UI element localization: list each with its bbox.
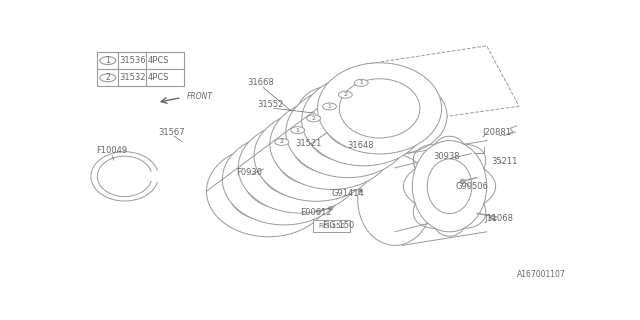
Text: G90506: G90506 — [456, 182, 488, 191]
Text: 31648: 31648 — [347, 141, 374, 150]
Ellipse shape — [343, 78, 447, 154]
Ellipse shape — [297, 86, 369, 139]
Text: E00612: E00612 — [300, 208, 332, 217]
Text: 30938: 30938 — [434, 152, 460, 161]
Text: J11068: J11068 — [484, 214, 514, 223]
Text: 2: 2 — [312, 116, 316, 121]
Text: F0930: F0930 — [236, 168, 262, 177]
Text: 31532: 31532 — [120, 73, 146, 82]
Ellipse shape — [301, 75, 426, 166]
Circle shape — [323, 103, 337, 110]
Ellipse shape — [412, 141, 486, 232]
Text: 31668: 31668 — [248, 78, 275, 87]
Circle shape — [339, 91, 352, 98]
Ellipse shape — [284, 113, 305, 129]
Ellipse shape — [270, 98, 394, 189]
Text: 31567: 31567 — [159, 128, 185, 137]
Text: 1: 1 — [106, 56, 110, 65]
Circle shape — [307, 115, 321, 122]
Text: 35211: 35211 — [491, 157, 517, 166]
Text: 2: 2 — [280, 140, 284, 144]
Text: FIG.150: FIG.150 — [322, 221, 354, 230]
Circle shape — [275, 139, 289, 145]
Text: J20881: J20881 — [482, 128, 511, 137]
Ellipse shape — [317, 63, 442, 154]
Bar — [313, 220, 350, 232]
Text: A167001107: A167001107 — [517, 270, 566, 279]
Circle shape — [100, 57, 116, 65]
Text: 4PCS: 4PCS — [147, 56, 169, 65]
Text: 31521: 31521 — [295, 139, 321, 148]
Ellipse shape — [207, 146, 330, 237]
Circle shape — [100, 74, 116, 82]
Text: 31536: 31536 — [120, 56, 147, 65]
Text: 1: 1 — [328, 104, 332, 109]
Ellipse shape — [254, 110, 378, 201]
Text: FIG.150: FIG.150 — [318, 223, 345, 229]
Bar — [97, 52, 184, 86]
Ellipse shape — [222, 134, 346, 225]
Text: FRONT: FRONT — [187, 92, 212, 101]
Text: 2: 2 — [106, 73, 110, 82]
Text: 4PCS: 4PCS — [147, 73, 169, 82]
Circle shape — [355, 79, 368, 86]
Circle shape — [291, 127, 305, 133]
Text: F10049: F10049 — [96, 146, 127, 155]
Text: 1: 1 — [296, 128, 300, 132]
Text: 1: 1 — [359, 80, 363, 85]
Text: 31552: 31552 — [258, 100, 284, 109]
Ellipse shape — [286, 86, 410, 178]
Ellipse shape — [238, 122, 362, 213]
Text: G91414: G91414 — [332, 189, 364, 198]
Text: 2: 2 — [344, 92, 348, 97]
